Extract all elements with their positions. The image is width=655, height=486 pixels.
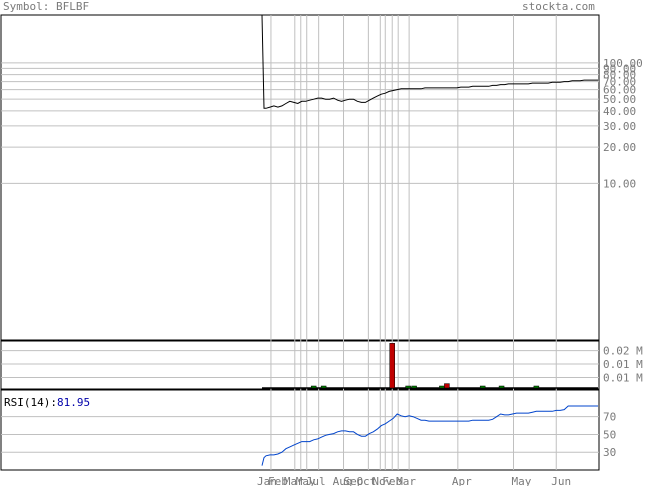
volume-bar <box>498 385 505 389</box>
volume-pane: 0.02 M0.01 M0.01 M <box>1 343 643 389</box>
chart-panes <box>0 14 600 471</box>
volume-bar <box>405 385 411 389</box>
price-tick-label: 40.00 <box>603 105 636 118</box>
price-tick-label: 80.00 <box>603 69 636 82</box>
rsi-pane: 70 50 30 RSI(14):81.95 <box>1 396 616 466</box>
price-tick-label: 50.00 <box>603 93 636 106</box>
x-tick-label: Jan <box>257 475 277 486</box>
price-pane-frame <box>0 14 600 341</box>
price-line <box>261 14 598 109</box>
volume-bar <box>444 383 450 389</box>
x-tick-label: May <box>512 475 532 486</box>
volume-tick-label: 0.01 M <box>603 371 643 384</box>
rsi-label-name: RSI(14): <box>4 396 57 409</box>
x-tick-label: Jul <box>306 475 326 486</box>
brand-text: stockta.com <box>522 0 595 13</box>
price-tick-label: 60.00 <box>603 84 636 97</box>
volume-bar <box>439 385 445 389</box>
volume-bar <box>533 385 540 389</box>
x-tick-label: Mar <box>396 475 416 486</box>
x-tick-label: Feb <box>268 475 288 486</box>
volume-bar <box>411 385 417 389</box>
x-tick-label: Apr <box>452 475 472 486</box>
volume-tick-label: 0.02 M <box>603 345 643 358</box>
x-tick-label: Oct <box>356 475 376 486</box>
volume-bar <box>320 385 327 389</box>
volume-bar <box>389 343 395 389</box>
rsi-tick-label: 50 <box>603 428 616 441</box>
grid-lines <box>270 15 557 470</box>
rsi-tick-label: 30 <box>603 446 616 459</box>
price-tick-label: 100.00 <box>603 57 643 70</box>
rsi-line <box>261 405 598 466</box>
price-tick-label: 20.00 <box>603 141 636 154</box>
rsi-tick-label: 70 <box>603 411 616 424</box>
rsi-pane-frame <box>0 389 600 471</box>
price-tick-label: 30.00 <box>603 120 636 133</box>
x-tick-label: Nov <box>372 475 392 486</box>
rsi-label-value: 81.95 <box>57 396 90 409</box>
volume-bar <box>310 385 317 389</box>
symbol-value: BFLBF <box>55 0 90 13</box>
volume-tick-label: 0.01 M <box>603 358 643 371</box>
volume-pane-frame <box>0 340 600 390</box>
price-tick-label: 90.00 <box>603 62 636 75</box>
price-tick-label: 70.00 <box>603 76 636 89</box>
rsi-label: RSI(14):81.95 <box>4 396 90 409</box>
symbol-text: Symbol: BFLBF <box>3 0 89 13</box>
x-tick-label: Aug <box>333 475 353 486</box>
x-tick-label: Jun <box>551 475 571 486</box>
x-tick-label: Mar <box>284 475 304 486</box>
price-tick-label: 10.00 <box>603 177 636 190</box>
volume-bar <box>479 385 486 389</box>
x-tick-label: Feb <box>382 475 402 486</box>
x-tick-label: May <box>296 475 316 486</box>
x-tick-label: Sep <box>344 475 364 486</box>
symbol-label: Symbol: <box>3 0 50 13</box>
